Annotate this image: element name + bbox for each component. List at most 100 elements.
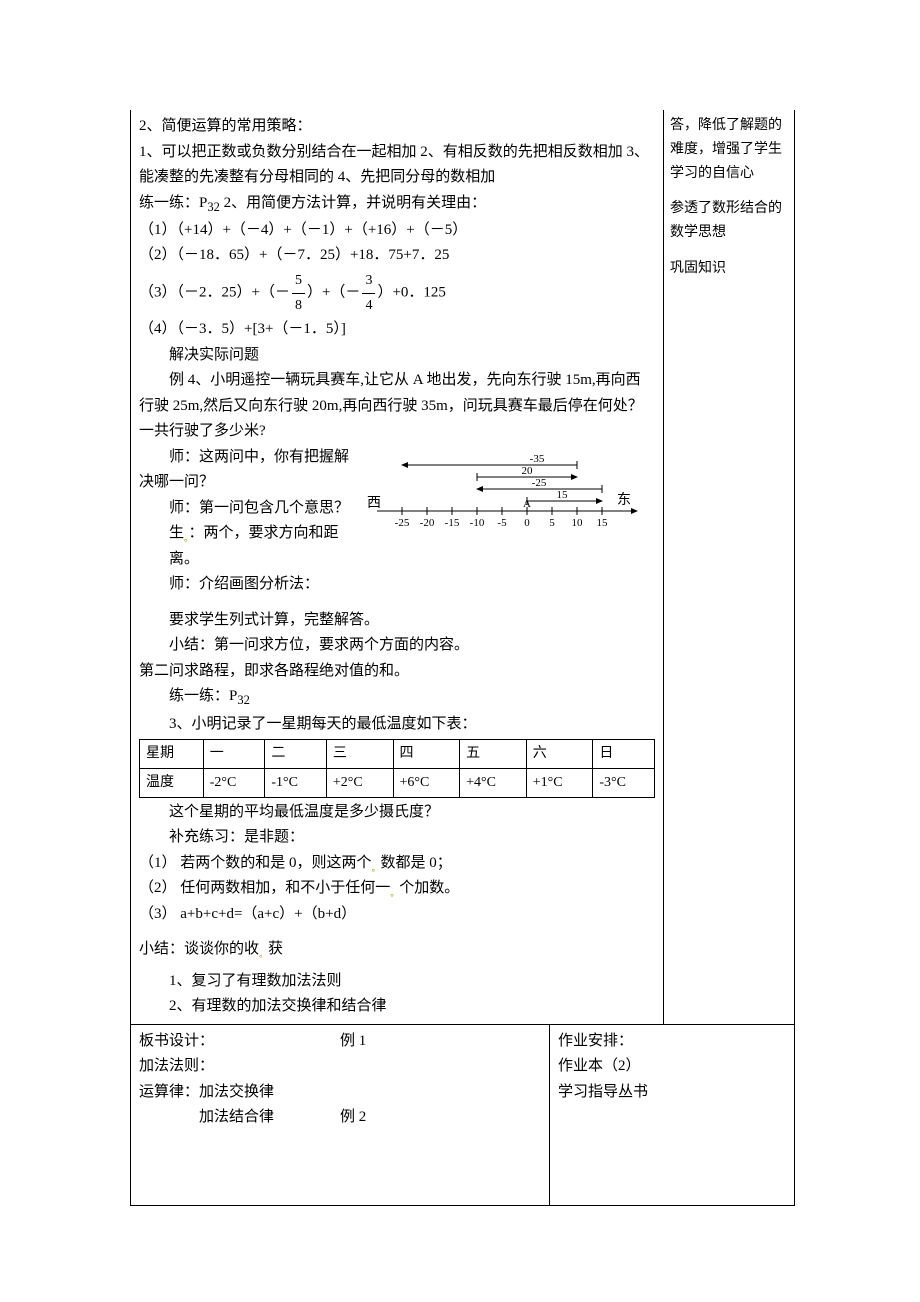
- arrow-label-20: 20: [522, 465, 534, 477]
- supplement: 补充练习：是非题：: [139, 825, 655, 851]
- q3-post: ：两个，要求方向和距离。: [169, 525, 339, 567]
- lianxi-2: 练一练：P32: [139, 684, 655, 711]
- frac2-den: 4: [362, 293, 375, 318]
- table-cell: 四: [393, 740, 460, 769]
- table-cell: +1°C: [526, 768, 593, 797]
- task-3: 3、小明记录了一星期每天的最低温度如下表：: [139, 712, 655, 738]
- table-cell: 一: [203, 740, 265, 769]
- fraction-1: 58: [292, 269, 305, 318]
- strategies-text: 1、可以把正数或负数分别结合在一起相加 2、有相反数的先把相反数相加 3、能凑整…: [139, 140, 655, 191]
- fraction-2: 34: [362, 269, 375, 318]
- margin-note-2: 参透了数形结合的数学思想: [670, 197, 788, 245]
- arrow-label-m35: -35: [530, 453, 545, 465]
- tf2-pre: （2） 任何两数相加，和不小于任何一: [139, 880, 390, 896]
- tf2-post: 个加数。: [399, 880, 459, 896]
- margin-note-1: 答，降低了解题的难度，增强了学生学习的自信心: [670, 114, 788, 185]
- frac2-num: 3: [362, 269, 375, 293]
- east-label: 东: [617, 492, 631, 508]
- eq3-post: ）+0．125: [377, 284, 445, 300]
- table-cell: +2°C: [326, 768, 393, 797]
- eq-1: （1）（+14）+（－4）+（－1）+（+16）+（－5）: [139, 218, 655, 244]
- sum-post: 获: [268, 941, 283, 957]
- bottom-grid: 板书设计： 例 1 加法法则： 运算律：加法交换律 加法结合律 例 2 作业安排…: [131, 1025, 794, 1205]
- lianxi2-sub: 32: [237, 693, 250, 707]
- west-label: 西: [367, 496, 381, 511]
- summary-2: 第二问求路程，即求各路程绝对值的和。: [139, 659, 655, 685]
- eq3-pre: （3）（－2．25）+（－: [139, 284, 290, 300]
- q3-pre: 生: [169, 525, 184, 541]
- table-cell: 六: [526, 740, 593, 769]
- tick-label: 5: [549, 517, 555, 529]
- example-4: 例 4、小明遥控一辆玩具赛车,让它从 A 地出发，先向东行驶 15m,再向西行驶…: [139, 368, 655, 445]
- table-cell: +4°C: [460, 768, 527, 797]
- tf2-dot: 。: [390, 888, 399, 898]
- table-row: 星期 一 二 三 四 五 六 日: [140, 740, 655, 769]
- lianxi2-head: 练一练：P: [169, 688, 237, 704]
- tick-label: 0: [524, 517, 530, 529]
- tf1-post: 数都是 0；: [381, 855, 452, 871]
- tick-label: 15: [597, 517, 609, 529]
- table-cell: 星期: [140, 740, 204, 769]
- tf-3: （3） a+b+c+d=（a+c）+（b+d）: [139, 902, 655, 928]
- number-line-diagram: -25 -20 -15 -10 -5 0 5 10 15 A: [357, 449, 647, 535]
- lianxi-head: 练一练：P: [139, 195, 207, 211]
- arrow-label-15: 15: [557, 489, 569, 501]
- frac1-den: 8: [292, 293, 305, 318]
- table-cell: +6°C: [393, 768, 460, 797]
- table-row: 温度 -2°C -1°C +2°C +6°C +4°C +1°C -3°C: [140, 768, 655, 797]
- eq3-mid: ）+（－: [307, 284, 360, 300]
- summary-title: 小结：谈谈你的收。获: [139, 937, 655, 963]
- solve-title: 解决实际问题: [139, 343, 655, 369]
- hw1-label: 作业本（2）: [558, 1054, 786, 1080]
- table-cell: 五: [460, 740, 527, 769]
- table-cell: 温度: [140, 768, 204, 797]
- board-design: 板书设计： 例 1 加法法则： 运算律：加法交换律 加法结合律 例 2: [131, 1025, 550, 1205]
- tick-label: -10: [470, 517, 485, 529]
- arrow-label-m25: -25: [532, 477, 547, 489]
- jhl-label: 加法结合律: [139, 1105, 340, 1131]
- left-column: 2、简便运算的常用策略： 1、可以把正数或负数分别结合在一起相加 2、有相反数的…: [131, 110, 664, 1024]
- table-cell: 二: [265, 740, 327, 769]
- dialog-q4: 师：介绍画图分析法：: [139, 572, 655, 598]
- tf1-dot: 。: [372, 863, 381, 873]
- eq-4: （4）（－3．5）+[3+（－1．5）]: [139, 317, 655, 343]
- ysl-label: 运算律：加法交换律: [139, 1080, 541, 1106]
- hw2-label: 学习指导丛书: [558, 1080, 786, 1106]
- tf1-pre: （1） 若两个数的和是 0，则这两个: [139, 855, 372, 871]
- requirement: 要求学生列式计算，完整解答。: [139, 608, 655, 634]
- lianxi-sub: 32: [207, 200, 220, 214]
- table-cell: -3°C: [593, 768, 655, 797]
- page-frame: 2、简便运算的常用策略： 1、可以把正数或负数分别结合在一起相加 2、有相反数的…: [130, 110, 795, 1206]
- right-column: 答，降低了解题的难度，增强了学生学习的自信心 参透了数形结合的数学思想 巩固知识: [664, 110, 794, 1024]
- lianxi-tail: 2、用简便方法计算，并说明有关理由：: [220, 195, 486, 211]
- q1-text: 师：这两问中，你有把握解决哪一问？: [139, 449, 349, 491]
- eq-2: （2）（－18．65）+（－7．25）+18．75+7．25: [139, 243, 655, 269]
- ex1-label: 例 1: [340, 1029, 541, 1055]
- tick-label: -15: [445, 517, 460, 529]
- summary-item-1: 1、复习了有理数加法法则: [139, 969, 655, 995]
- frac1-num: 5: [292, 269, 305, 293]
- number-line-svg: -25 -20 -15 -10 -5 0 5 10 15 A: [357, 449, 647, 535]
- ex4-text: 例 4、小明遥控一辆玩具赛车,让它从 A 地出发，先向东行驶 15m,再向西行驶…: [139, 372, 643, 439]
- temperature-table: 星期 一 二 三 四 五 六 日 温度 -2°C -1°C +2°C +6°C …: [139, 739, 655, 798]
- tick-label: -5: [497, 517, 507, 529]
- table-cell: -1°C: [265, 768, 327, 797]
- avg-question: 这个星期的平均最低温度是多少摄氏度？: [139, 800, 655, 826]
- table-cell: 日: [593, 740, 655, 769]
- table-cell: -2°C: [203, 768, 265, 797]
- summary-1: 小结：第一问求方位，要求两个方面的内容。: [139, 633, 655, 659]
- margin-note-3: 巩固知识: [670, 257, 788, 281]
- table-cell: 三: [326, 740, 393, 769]
- sum-pre: 小结：谈谈你的收: [139, 941, 259, 957]
- ex2-label: 例 2: [340, 1105, 541, 1131]
- tick-label: -20: [420, 517, 435, 529]
- bs-label: 板书设计：: [139, 1029, 340, 1055]
- lianxi-line: 练一练：P32 2、用简便方法计算，并说明有关理由：: [139, 191, 655, 218]
- tick-label: 10: [572, 517, 584, 529]
- hw-label: 作业安排：: [558, 1029, 786, 1055]
- strategies-title: 2、简便运算的常用策略：: [139, 114, 655, 140]
- main-row: 2、简便运算的常用策略： 1、可以把正数或负数分别结合在一起相加 2、有相反数的…: [131, 110, 794, 1024]
- eq-3: （3）（－2．25）+（－58）+（－34）+0．125: [139, 269, 655, 318]
- summary-item-2: 2、有理数的加法交换律和结合律: [139, 994, 655, 1020]
- sum-dot: 。: [259, 949, 268, 959]
